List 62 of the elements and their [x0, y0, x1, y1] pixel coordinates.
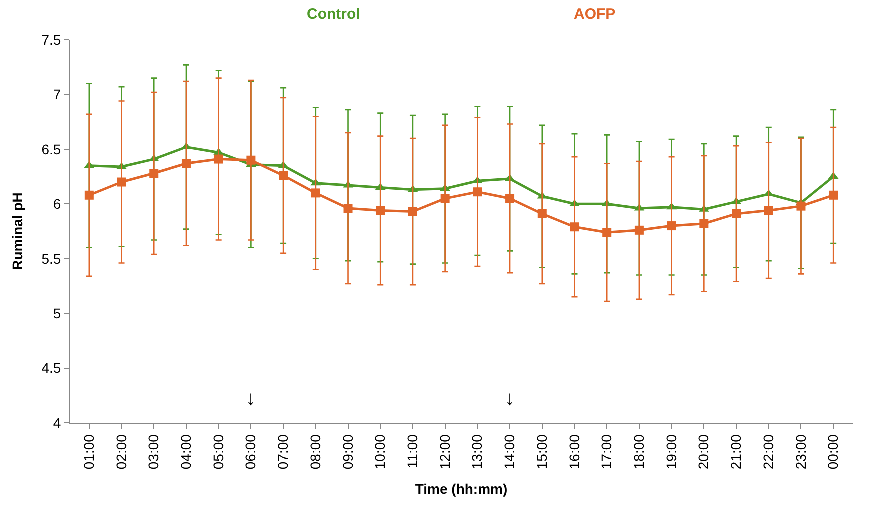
x-tick-label: 12:00 — [436, 434, 453, 470]
y-axis-title: Ruminal pH — [9, 192, 26, 270]
x-tick-label: 15:00 — [534, 434, 550, 470]
x-tick-label: 00:00 — [825, 434, 842, 470]
y-tick-label: 5 — [53, 305, 62, 322]
x-tick-label: 04:00 — [178, 434, 194, 470]
point — [732, 209, 742, 218]
point — [538, 209, 547, 218]
point — [214, 154, 224, 164]
point — [506, 194, 515, 204]
point — [796, 202, 806, 211]
point — [182, 159, 191, 168]
x-tick-label: 05:00 — [210, 434, 226, 470]
text: AOFP — [574, 6, 616, 23]
point — [279, 171, 288, 180]
point — [440, 194, 450, 204]
x-tick-label: 16:00 — [566, 434, 582, 470]
point — [764, 206, 774, 216]
y-tick-label: 6.5 — [42, 141, 62, 158]
point — [117, 178, 126, 187]
x-tick-label: 03:00 — [146, 434, 162, 470]
x-tick-label: 02:00 — [113, 434, 130, 470]
point — [700, 219, 709, 228]
point — [570, 222, 580, 232]
point — [634, 226, 644, 235]
x-tick-label: 11:00 — [404, 434, 421, 469]
x-tick-label: 10:00 — [372, 434, 388, 470]
x-tick-label: 06:00 — [242, 434, 259, 470]
y-tick-label: 6 — [53, 196, 62, 212]
x-tick-label: 08:00 — [307, 434, 324, 470]
x-tick-label: 13:00 — [469, 434, 486, 470]
x-tick-label: 09:00 — [340, 434, 356, 470]
y-tick-label: 7 — [53, 86, 62, 103]
point — [311, 188, 320, 198]
text: Control — [307, 6, 360, 23]
point — [84, 190, 94, 200]
y-tick-label: 7.5 — [42, 32, 62, 48]
point — [667, 222, 676, 231]
x-tick-label: 21:00 — [728, 434, 744, 470]
point — [150, 169, 159, 178]
x-tick-label: 18:00 — [631, 434, 647, 470]
point — [344, 204, 353, 214]
point — [376, 206, 386, 216]
x-tick-label: 07:00 — [275, 434, 292, 470]
point — [408, 207, 418, 216]
annotation: ↓ — [246, 388, 256, 410]
y-tick-label: 4 — [53, 414, 62, 431]
y-tick-label: 4.5 — [42, 360, 62, 376]
annotation: ↓ — [505, 388, 515, 410]
x-tick-label: 23:00 — [792, 434, 809, 470]
x-tick-label: 19:00 — [663, 434, 680, 470]
x-tick-label: 20:00 — [696, 434, 712, 470]
x-axis-title: Time (hh:mm) — [415, 480, 508, 497]
x-tick-label: 17:00 — [598, 434, 615, 470]
point — [602, 228, 612, 238]
point — [246, 156, 256, 165]
x-tick-label: 01:00 — [80, 434, 97, 470]
x-tick-label: 14:00 — [502, 434, 518, 470]
point — [473, 188, 482, 197]
x-tick-label: 22:00 — [760, 434, 776, 470]
point — [829, 190, 838, 200]
y-tick-label: 5.5 — [42, 250, 62, 267]
